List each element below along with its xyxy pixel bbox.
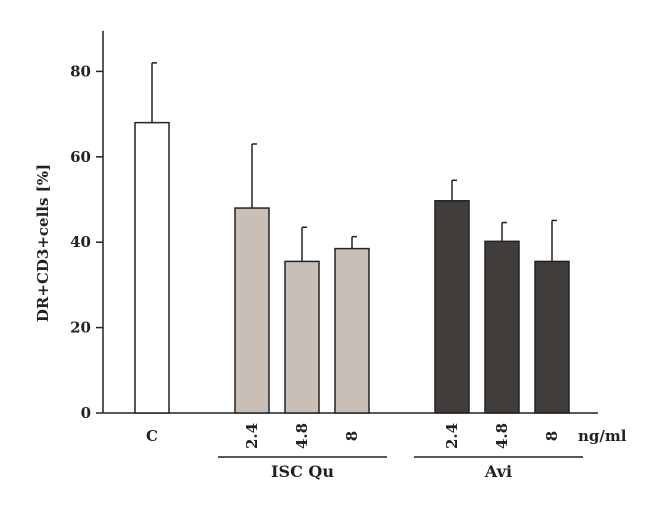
x-tick-label: 4.8	[293, 423, 311, 449]
bar	[334, 247, 370, 414]
unit-label: ng/ml	[578, 427, 627, 445]
bars	[134, 62, 570, 414]
bar	[234, 207, 270, 414]
bar	[134, 121, 170, 414]
x-tick-label: 2.4	[243, 423, 261, 449]
y-tick-label: 40	[70, 233, 91, 251]
y-tick-label: 80	[70, 62, 91, 80]
group-label: Avi	[484, 462, 512, 481]
bar	[534, 260, 570, 414]
x-tick-label: 8	[343, 431, 361, 441]
x-tick-label: C	[146, 427, 158, 445]
y-axis: 0 20 40 60 80	[70, 30, 598, 422]
bar	[284, 260, 320, 414]
y-axis-label: DR+CD3+cells [%]	[34, 164, 52, 322]
group-labels: ISC Qu Avi	[218, 456, 583, 481]
group-label: ISC Qu	[271, 462, 334, 481]
x-tick-label: 2.4	[443, 423, 461, 449]
y-tick-label: 60	[70, 148, 91, 166]
bar	[484, 240, 520, 414]
x-tick-label: 8	[543, 431, 561, 441]
bar	[434, 200, 470, 414]
x-tick-label: 4.8	[493, 423, 511, 449]
y-tick-label: 0	[81, 404, 91, 422]
y-tick-label: 20	[70, 319, 91, 337]
x-tick-labels: C 2.4 4.8 8 2.4 4.8 8	[146, 423, 561, 449]
